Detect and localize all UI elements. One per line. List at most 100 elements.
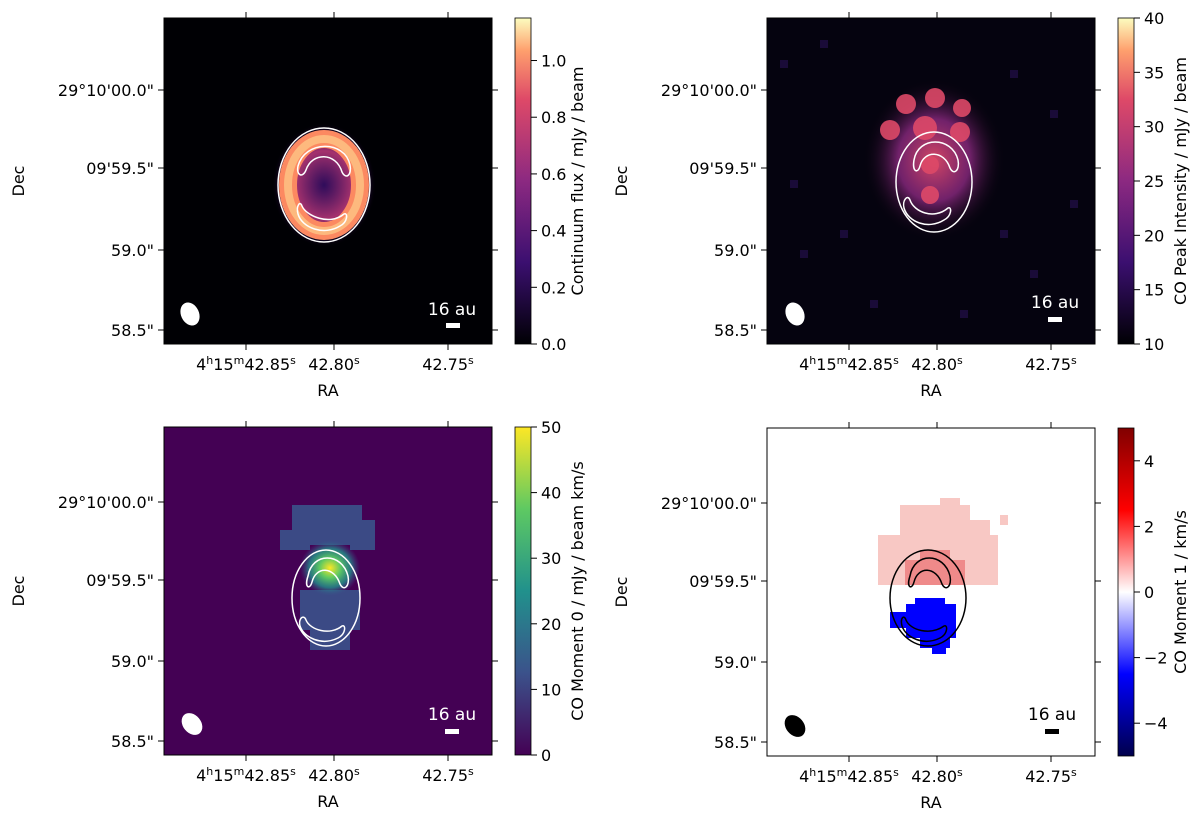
y-tick-label: 29°10'00.0" <box>58 493 154 512</box>
contour-arc-bottom <box>900 616 948 642</box>
contour-arc-bottom <box>298 616 346 642</box>
contour-arc-top <box>912 141 960 173</box>
contour-arc-top <box>305 557 350 589</box>
x-tick-label: 4h15m42.85s <box>799 354 899 375</box>
plot-frame <box>163 17 493 345</box>
y-tick-label: 59.0" <box>714 241 757 260</box>
x-tick-label: 42.80s <box>308 765 360 786</box>
contour-arc-top <box>296 145 352 177</box>
colorbar-tick-label: 25 <box>1144 172 1164 191</box>
colorbar-tick-label: 20 <box>541 615 561 634</box>
colorbar-label: CO Moment 1 / km/s <box>1171 510 1190 674</box>
scale-bar <box>445 729 459 734</box>
scale-bar <box>1045 729 1059 734</box>
contour-arc-top <box>907 557 952 589</box>
beam-ellipse <box>784 715 806 737</box>
panel-co-moment0: 16 au <box>163 426 493 756</box>
blueshifted-region <box>890 598 956 654</box>
colorbar-tick-label: 50 <box>541 418 561 437</box>
y-tick-label: 09'59.5" <box>689 159 757 178</box>
x-axis-label: RA <box>920 381 941 400</box>
y-tick-label: 29°10'00.0" <box>58 81 154 100</box>
y-axis-label: Dec <box>9 166 28 197</box>
colorbar-tick-label: 2 <box>1144 517 1154 536</box>
colorbar-co-peak <box>1117 17 1135 345</box>
colorbar-tick-label: 0.4 <box>541 222 566 241</box>
colorbar-tick-label: 0.2 <box>541 278 566 297</box>
y-tick-label: 09'59.5" <box>689 572 757 591</box>
x-tick-label: 42.80s <box>911 766 963 787</box>
emission-blobs <box>880 88 971 204</box>
colorbar-tick-label: 0 <box>1144 583 1154 602</box>
colorbar-label: CO Moment 0 / mJy / beam km/s <box>568 461 587 721</box>
y-tick-label: 59.0" <box>111 652 154 671</box>
x-tick-label: 4h15m42.85s <box>196 354 296 375</box>
colorbar-tick-label: 35 <box>1144 63 1164 82</box>
x-axis-label: RA <box>317 381 338 400</box>
y-tick-label: 09'59.5" <box>86 159 154 178</box>
y-tick-label: 29°10'00.0" <box>661 494 757 513</box>
colorbar-tick-label: 4 <box>1144 452 1154 471</box>
colorbar-tick-label: −2 <box>1144 649 1168 668</box>
y-tick-label: 59.0" <box>714 653 757 672</box>
scale-bar-label: 16 au <box>428 300 476 320</box>
contour-outer <box>291 549 361 647</box>
colorbar-tick-label: 20 <box>1144 226 1164 245</box>
y-tick-label: 58.5" <box>714 733 757 752</box>
x-tick-label: 4h15m42.85s <box>196 765 296 786</box>
colorbar-tick-label: 0.0 <box>541 335 566 354</box>
panel-co-moment1: 16 au <box>766 427 1096 757</box>
y-axis-label: Dec <box>612 577 631 608</box>
x-tick-label: 42.75s <box>422 354 474 375</box>
scale-bar-label: 16 au <box>1031 293 1079 313</box>
x-tick-label: 4h15m42.85s <box>799 766 899 787</box>
y-tick-label: 29°10'00.0" <box>661 81 757 100</box>
colorbar-tick-label: 1.0 <box>541 52 566 71</box>
colorbar-tick-label: 10 <box>1144 335 1164 354</box>
beam-ellipse <box>785 302 805 326</box>
y-tick-label: 58.5" <box>111 732 154 751</box>
y-tick-label: 58.5" <box>714 321 757 340</box>
colorbar-tick-label: 15 <box>1144 281 1164 300</box>
colorbar-tick-label: 30 <box>1144 118 1164 137</box>
scale-bar <box>446 323 460 328</box>
plot-frame <box>766 17 1096 345</box>
scale-bar-label: 16 au <box>1028 705 1076 725</box>
panel-continuum: 16 au <box>163 17 493 345</box>
contour-outer <box>895 131 973 233</box>
x-tick-label: 42.75s <box>1025 766 1077 787</box>
panel-co-peak: 16 au <box>766 17 1096 345</box>
colorbar-co-moment0 <box>514 426 532 756</box>
y-tick-label: 59.0" <box>111 241 154 260</box>
y-axis-label: Dec <box>612 166 631 197</box>
colorbar-continuum <box>514 17 532 345</box>
x-tick-label: 42.80s <box>911 354 963 375</box>
colorbar-tick-label: 0 <box>541 746 551 765</box>
emission-glow <box>300 540 360 596</box>
emission-pixels <box>280 505 375 650</box>
x-axis-label: RA <box>317 792 338 811</box>
colorbar-tick-label: 10 <box>541 680 561 699</box>
contour-outer <box>277 127 371 243</box>
x-axis-label: RA <box>920 793 941 812</box>
contour-outer <box>889 549 967 647</box>
colorbar-tick-label: 0.8 <box>541 108 566 127</box>
colorbar-tick-label: 30 <box>541 549 561 568</box>
x-tick-label: 42.75s <box>422 765 474 786</box>
contour-arc-bottom <box>296 202 348 232</box>
colorbar-label: Continuum flux / mJy / beam <box>568 67 587 296</box>
x-tick-label: 42.75s <box>1025 354 1077 375</box>
contour-arc-bottom <box>902 196 952 226</box>
y-tick-label: 58.5" <box>111 321 154 340</box>
colorbar-co-moment1 <box>1117 427 1135 757</box>
axes-layer: 4h15m42.85s 42.80s 42.75s 29°10'00.0" 09'59.… <box>9 9 1190 812</box>
plot-frame <box>766 427 1096 757</box>
colorbar-tick-label: 0.6 <box>541 165 566 184</box>
colorbar-label: CO Peak Intensity / mJy / beam <box>1171 57 1190 305</box>
y-tick-label: 09'59.5" <box>86 571 154 590</box>
beam-ellipse <box>180 302 200 326</box>
scale-bar <box>1048 317 1062 322</box>
noise-speckles <box>780 40 1078 318</box>
x-tick-label: 42.80s <box>308 354 360 375</box>
